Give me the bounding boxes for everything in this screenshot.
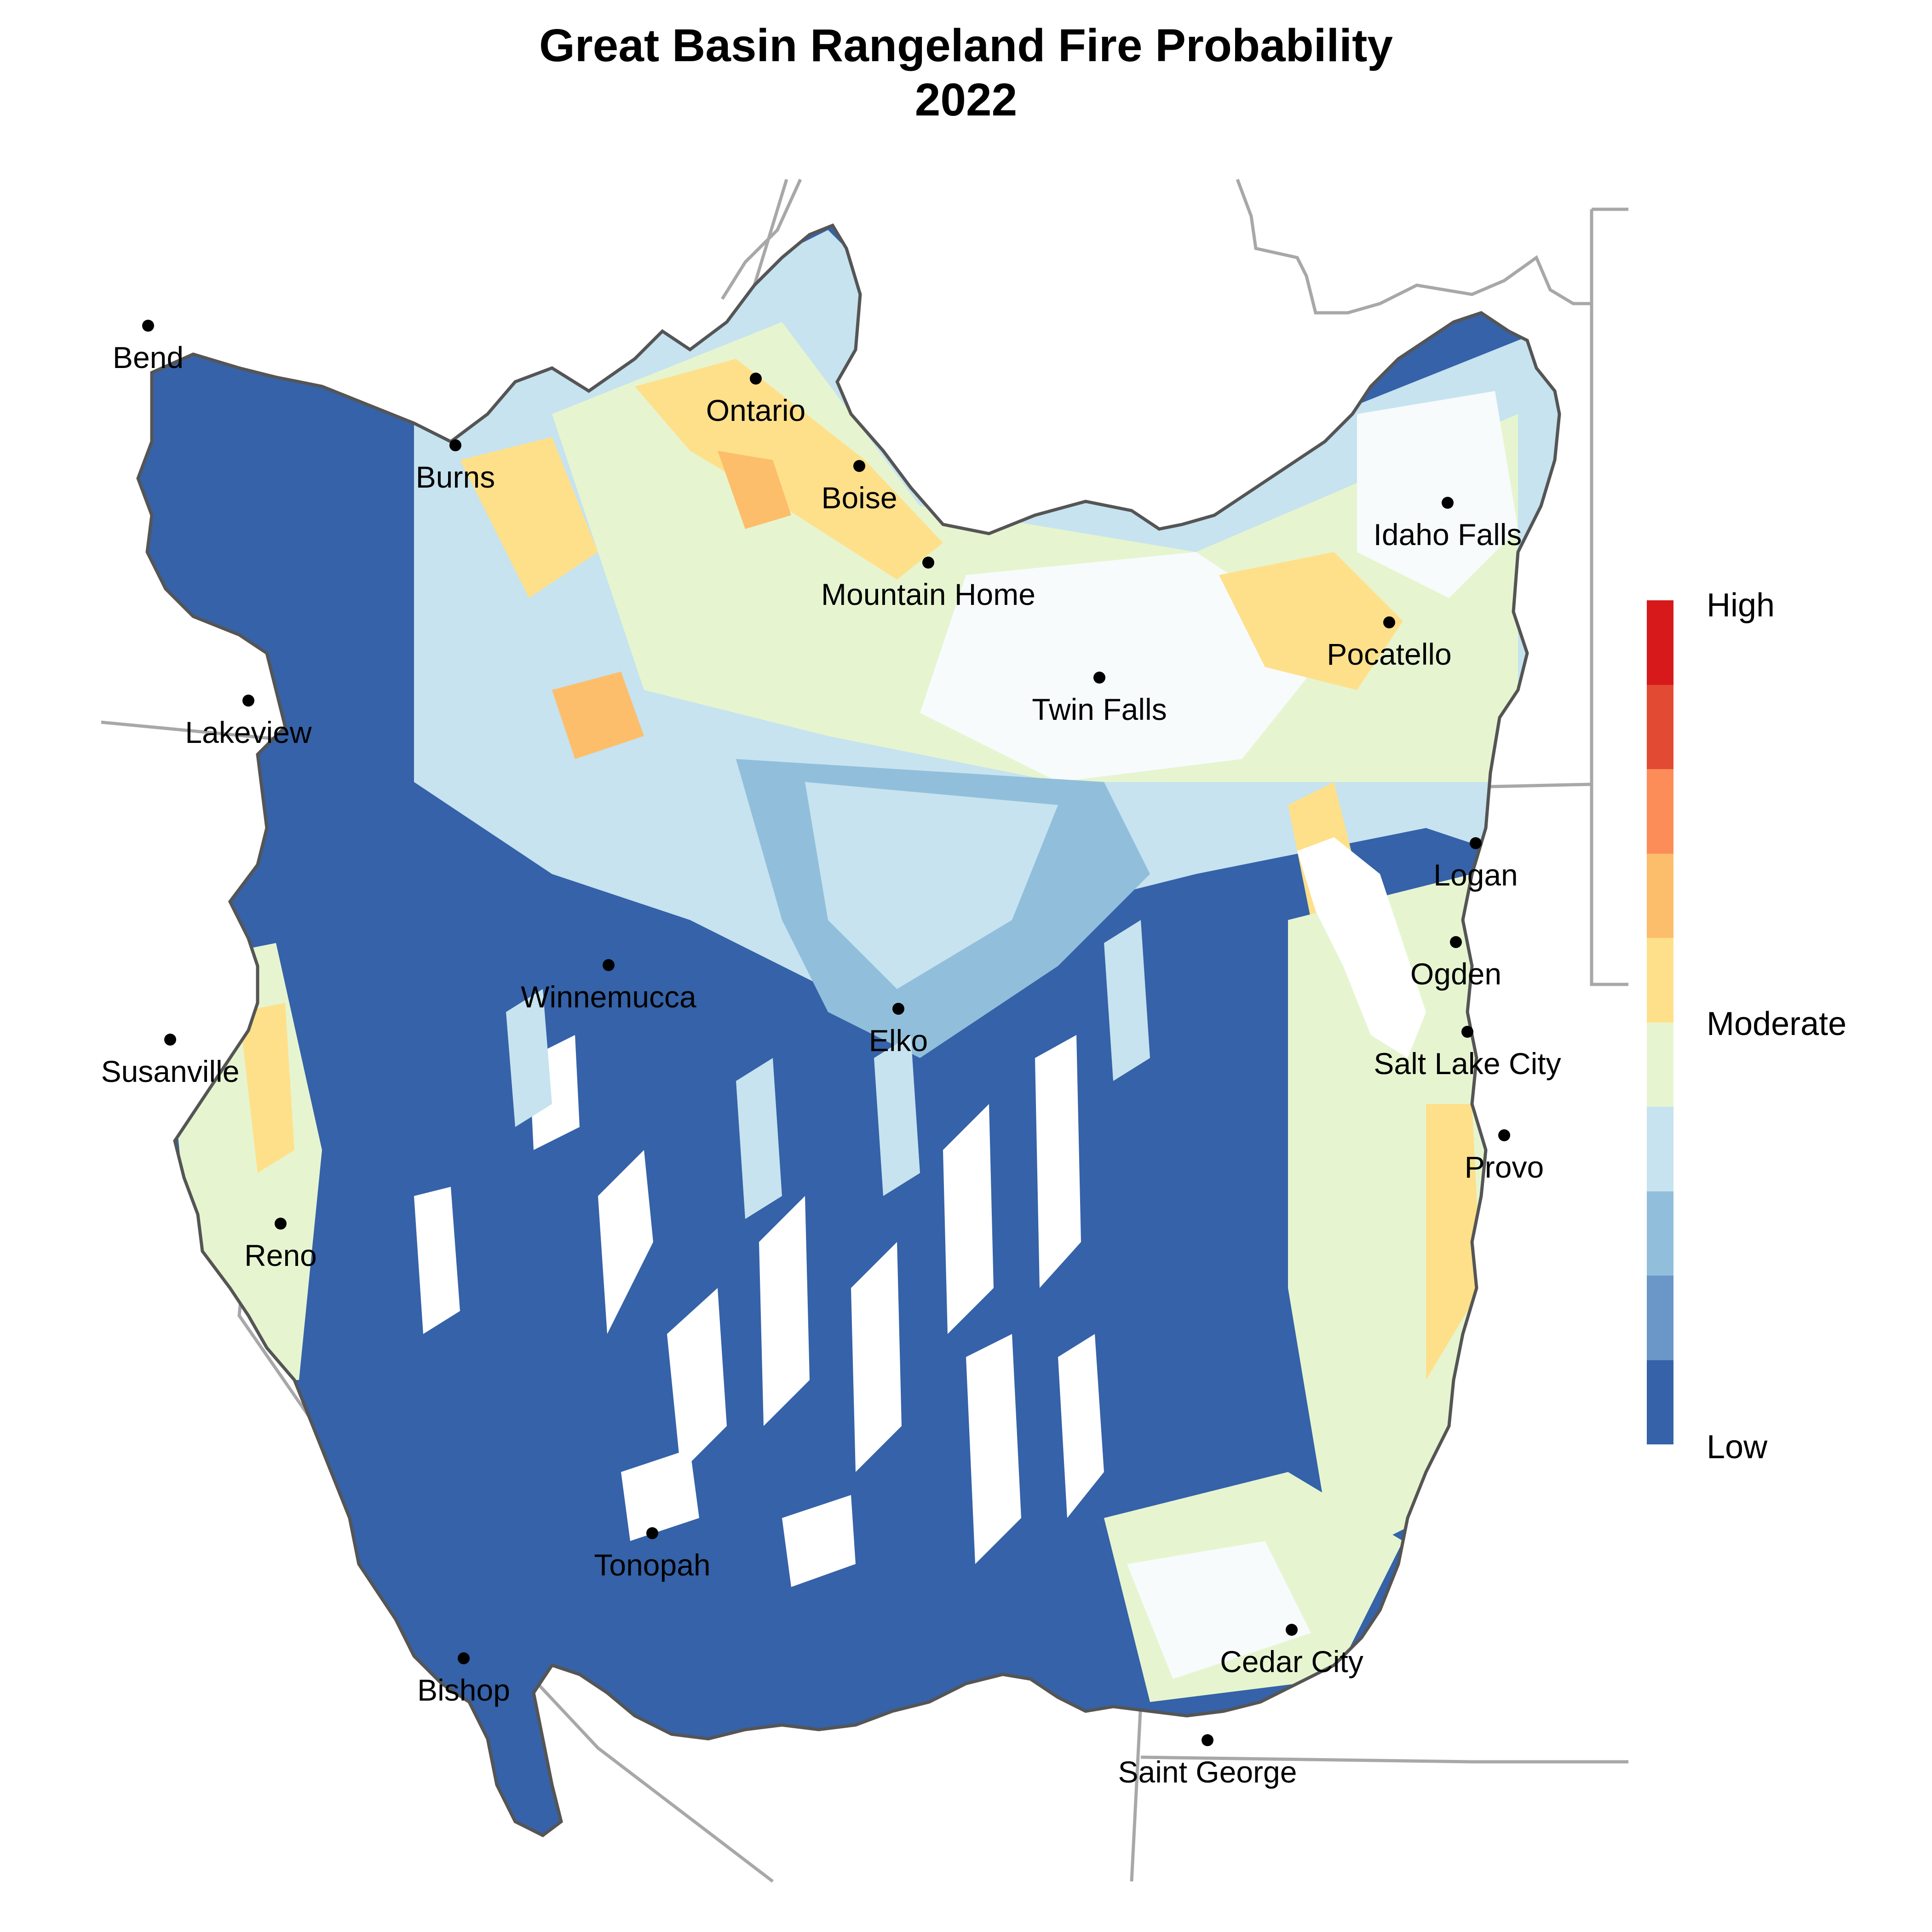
yellow-band-3 — [460, 437, 598, 598]
legend-swatch-9 — [1647, 1360, 1673, 1444]
city-label-bend: Bend — [113, 340, 184, 374]
legend-swatch-3 — [1647, 853, 1673, 938]
city-label-cedar-city: Cedar City — [1220, 1644, 1363, 1679]
idaho-falls-white — [1357, 391, 1518, 598]
utah-arizona-line — [1140, 1755, 1628, 1764]
state-boundaries — [101, 178, 1628, 1883]
city-dot-susanville — [164, 1034, 176, 1046]
city-label-reno: Reno — [244, 1238, 317, 1272]
east-pale-fringe — [1288, 874, 1495, 1564]
title-line-2: 2022 — [914, 74, 1018, 126]
legend-swatch-8 — [1647, 1276, 1673, 1360]
city-dot-ogden — [1450, 936, 1462, 948]
montana-line — [1236, 178, 1592, 315]
yellow-band-1 — [635, 359, 943, 580]
city-dot-provo — [1498, 1129, 1510, 1141]
city-dot-logan — [1470, 837, 1482, 849]
city-markers: Bend Burns Ontario Boise Mountain Home I… — [101, 320, 1561, 1789]
yellow-band-2 — [1219, 552, 1403, 690]
city-label-logan: Logan — [1433, 858, 1518, 892]
city-label-lakeview: Lakeview — [185, 715, 311, 749]
city-label-susanville: Susanville — [101, 1054, 240, 1088]
city-label-mountain-home: Mountain Home — [821, 577, 1035, 611]
city-label-ogden: Ogden — [1410, 957, 1501, 991]
city-dot-bishop — [458, 1652, 470, 1664]
map-title: Great Basin Rangeland Fire Probability 2… — [0, 18, 1932, 127]
twin-falls-white — [920, 552, 1334, 782]
city-dot-cedar-city — [1286, 1624, 1298, 1636]
valley-streaks — [414, 1035, 1104, 1587]
legend-swatch-2 — [1647, 769, 1673, 854]
city-dot-lakeview — [242, 695, 254, 707]
legend-swatch-6 — [1647, 1107, 1673, 1191]
city-label-elko: Elko — [869, 1024, 928, 1058]
city-dot-twin-falls — [1093, 672, 1105, 684]
orange-patch-2 — [552, 672, 644, 759]
elko-pale-area — [805, 782, 1058, 989]
west-yellow-fringe — [239, 1003, 294, 1173]
legend-label-moderate: Moderate — [1707, 1006, 1847, 1042]
legend-label-low: Low — [1707, 1429, 1768, 1466]
south-white-area — [1127, 1541, 1311, 1679]
title-line-1: Great Basin Rangeland Fire Probability — [539, 20, 1393, 71]
north-oregon-line — [721, 178, 802, 300]
legend-swatch-5 — [1647, 1022, 1673, 1107]
city-dot-burns — [449, 439, 461, 451]
legend-swatch-4 — [1647, 938, 1673, 1023]
city-label-burns: Burns — [416, 460, 495, 494]
city-label-salt-lake-city: Salt Lake City — [1374, 1046, 1561, 1081]
city-label-ontario: Ontario — [706, 393, 805, 427]
city-label-provo: Provo — [1465, 1150, 1544, 1184]
city-dot-bend — [142, 320, 154, 332]
legend-swatch-7 — [1647, 1191, 1673, 1276]
range-streaks — [506, 920, 1150, 1219]
city-dot-idaho-falls — [1442, 497, 1454, 509]
city-dot-boise — [853, 460, 865, 472]
city-dot-pocatello — [1383, 616, 1395, 628]
city-dot-mountain-home — [922, 557, 934, 569]
city-dot-saint-george — [1202, 1734, 1213, 1746]
orange-patch-1 — [718, 451, 791, 529]
city-dot-salt-lake-city — [1461, 1026, 1473, 1038]
city-label-saint-george: Saint George — [1118, 1755, 1297, 1789]
legend-label-high: High — [1707, 587, 1775, 624]
city-dot-tonopah — [646, 1527, 658, 1539]
city-label-bishop: Bishop — [417, 1673, 510, 1707]
city-dot-elko — [892, 1003, 904, 1015]
city-label-twin-falls: Twin Falls — [1032, 692, 1167, 726]
city-dot-ontario — [750, 373, 762, 385]
great-salt-lake — [1297, 837, 1426, 1058]
city-dot-reno — [275, 1218, 287, 1230]
city-label-winnemucca: Winnemucca — [521, 980, 696, 1014]
east-yellow-fringe — [1426, 1104, 1481, 1380]
legend-swatch-0 — [1647, 600, 1673, 685]
city-label-pocatello: Pocatello — [1327, 637, 1452, 671]
legend-swatch-1 — [1647, 684, 1673, 769]
wyoming-box — [1590, 207, 1628, 986]
city-label-boise: Boise — [821, 481, 897, 515]
city-dot-winnemucca — [603, 959, 615, 971]
city-label-idaho-falls: Idaho Falls — [1374, 518, 1522, 552]
city-label-tonopah: Tonopah — [594, 1548, 710, 1582]
legend-color-bar — [1647, 600, 1673, 1444]
basin-raster — [138, 225, 1559, 1835]
